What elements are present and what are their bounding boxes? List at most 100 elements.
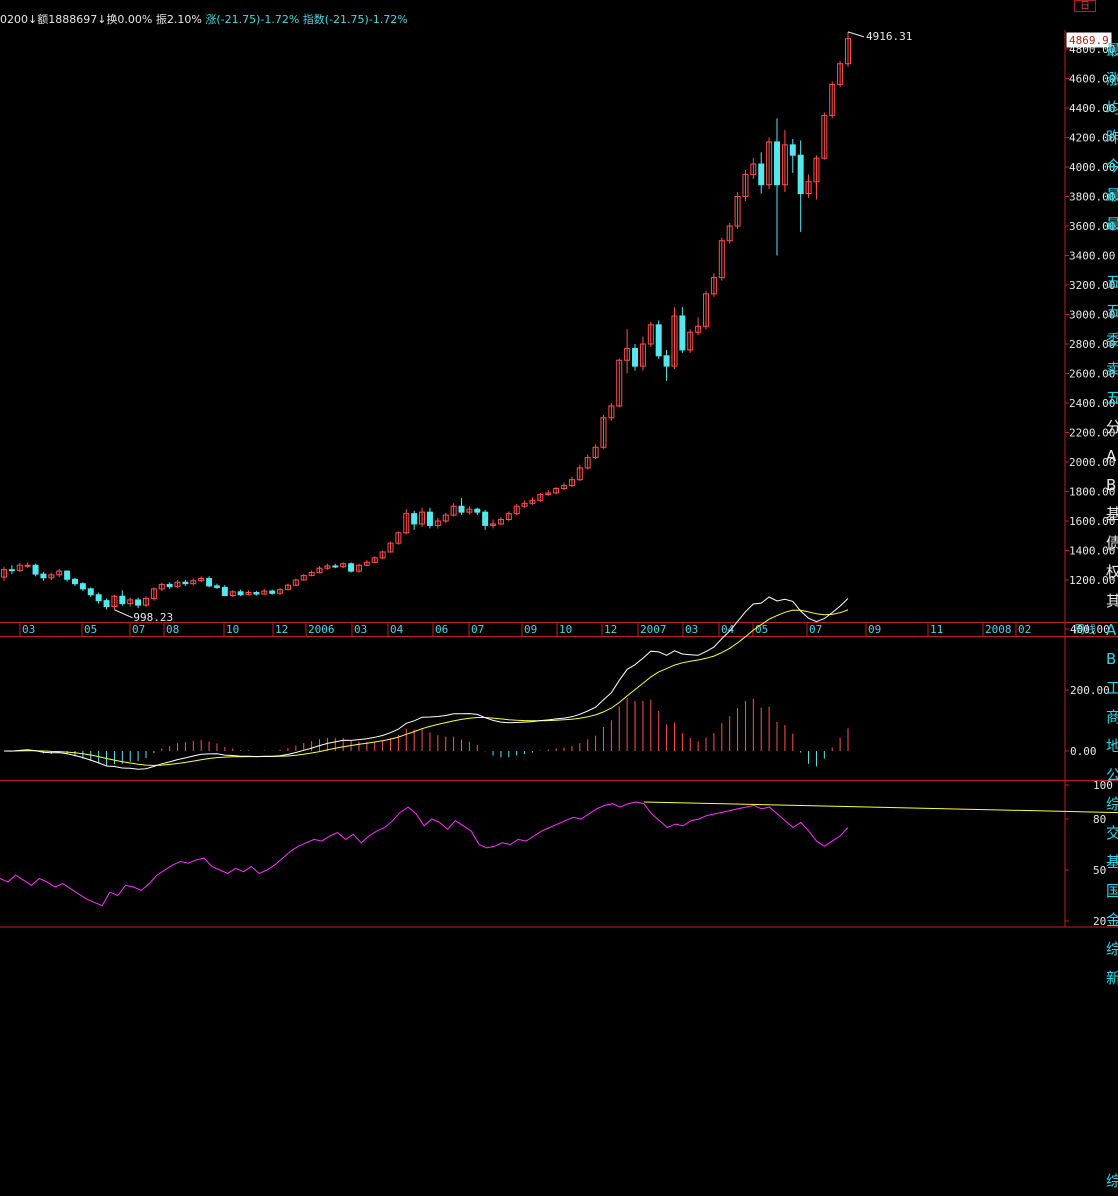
side-panel-glyph: 最 xyxy=(1106,215,1118,233)
candle-body-up xyxy=(16,564,23,571)
price-tick-label: 3000.00 xyxy=(1069,309,1115,322)
candle-body-down xyxy=(774,141,781,186)
candle-body-down xyxy=(474,508,481,513)
candle-body-up xyxy=(198,578,205,582)
price-panel[interactable]: 998.23 4916.31 xyxy=(1,30,913,624)
candle-body-down xyxy=(253,592,260,595)
price-tick-label: 3400.00 xyxy=(1069,250,1115,263)
macd-tick-label: 400.00 xyxy=(1070,623,1110,636)
candle-body-up xyxy=(150,588,157,599)
candle xyxy=(434,518,441,529)
candle-body-up xyxy=(497,519,504,525)
candle-body-down xyxy=(458,505,465,513)
candle xyxy=(553,487,560,495)
candle xyxy=(718,237,725,281)
candle-body-up xyxy=(608,405,615,419)
quote-info-segment: 指数(-21.75)-1.72% xyxy=(299,13,408,26)
candle-body-up xyxy=(466,508,473,513)
candle xyxy=(600,414,607,449)
candle xyxy=(616,358,623,408)
candle-body-down xyxy=(758,163,765,186)
macd-panel[interactable]: 0.00 200.00 400.00 xyxy=(3,596,1110,770)
period-switch-button[interactable]: 日 xyxy=(1074,0,1096,12)
side-panel-glyph xyxy=(1106,993,1118,1022)
candle xyxy=(206,576,213,588)
candle xyxy=(442,512,449,524)
candle-body-up xyxy=(48,574,55,579)
candle xyxy=(687,329,694,353)
side-panel-glyph: 五 xyxy=(1106,302,1118,320)
candle xyxy=(663,349,670,381)
time-tick-label: 03 xyxy=(685,623,698,636)
candle-body-up xyxy=(734,196,741,227)
candle xyxy=(505,511,512,521)
candle-body-up xyxy=(837,63,844,85)
candle-body-up xyxy=(158,583,165,590)
side-panel-glyph: B xyxy=(1106,476,1117,494)
candle-body-up xyxy=(371,557,378,563)
side-panel-glyph: 商 xyxy=(1106,708,1118,726)
candle xyxy=(363,560,370,566)
candle xyxy=(221,585,228,597)
candle-body-up xyxy=(647,324,654,345)
candle-body-up xyxy=(553,488,560,494)
time-tick-label: 2006 xyxy=(308,623,335,636)
oscillator-line xyxy=(0,801,849,907)
candle-body-up xyxy=(781,144,788,186)
candle xyxy=(758,152,765,194)
candle-body-down xyxy=(655,324,662,357)
time-tick-label: 09 xyxy=(524,623,537,636)
side-panel-glyph: 公 xyxy=(1106,766,1118,784)
price-tick-label: 2600.00 xyxy=(1069,368,1115,381)
oscillator-tick-label: 20 xyxy=(1093,915,1106,928)
time-tick-label: 10 xyxy=(559,623,572,636)
candle-body-up xyxy=(442,514,449,522)
candle xyxy=(774,118,781,256)
candle xyxy=(545,490,552,496)
candle xyxy=(734,192,741,229)
candle xyxy=(142,596,149,608)
side-panel-glyph: 五 xyxy=(1106,273,1118,291)
candle-body-up xyxy=(592,446,599,459)
time-tick-label: 07 xyxy=(809,623,822,636)
time-tick-label: 02 xyxy=(1018,623,1031,636)
time-tick-label: 04 xyxy=(721,623,735,636)
candle xyxy=(821,112,828,160)
candle xyxy=(568,476,575,488)
time-tick-label: 07 xyxy=(132,623,145,636)
candle-body-up xyxy=(710,277,717,295)
candle xyxy=(371,556,378,564)
price-tick-label: 1200.00 xyxy=(1069,574,1115,587)
oscillator-panel[interactable]: 20 50 80 100 xyxy=(0,779,1118,928)
candle xyxy=(135,597,142,609)
candle xyxy=(695,317,702,336)
candle xyxy=(56,568,63,578)
candle-body-up xyxy=(387,542,394,553)
candle-body-down xyxy=(269,590,276,594)
candle xyxy=(284,583,291,591)
low-annotation: 998.23 xyxy=(133,611,173,624)
candle-body-up xyxy=(111,595,118,608)
candle-body-up xyxy=(718,240,725,279)
candle xyxy=(710,273,717,297)
candle-body-up xyxy=(726,225,733,242)
candle-body-down xyxy=(221,586,228,596)
side-panel-glyph: 基 xyxy=(1106,853,1118,871)
side-panel-glyph: 权 xyxy=(1106,563,1118,581)
macd-tick-label: 200.00 xyxy=(1070,684,1110,697)
candle-body-up xyxy=(355,564,362,572)
side-panel-glyph: 工 xyxy=(1106,679,1118,697)
candle-body-up xyxy=(505,513,512,521)
time-tick-label: 03 xyxy=(22,623,35,636)
candle xyxy=(608,403,615,421)
candle xyxy=(174,580,181,589)
side-panel-glyph: 今 xyxy=(1106,157,1118,175)
price-tick-label: 2800.00 xyxy=(1069,338,1115,351)
candle xyxy=(24,562,31,569)
side-panel-glyph xyxy=(1106,1051,1118,1080)
candle-body-up xyxy=(703,293,710,327)
candle xyxy=(198,576,205,583)
current-price-tag xyxy=(1066,32,1112,48)
candle xyxy=(348,562,355,573)
candle-body-down xyxy=(119,595,126,605)
